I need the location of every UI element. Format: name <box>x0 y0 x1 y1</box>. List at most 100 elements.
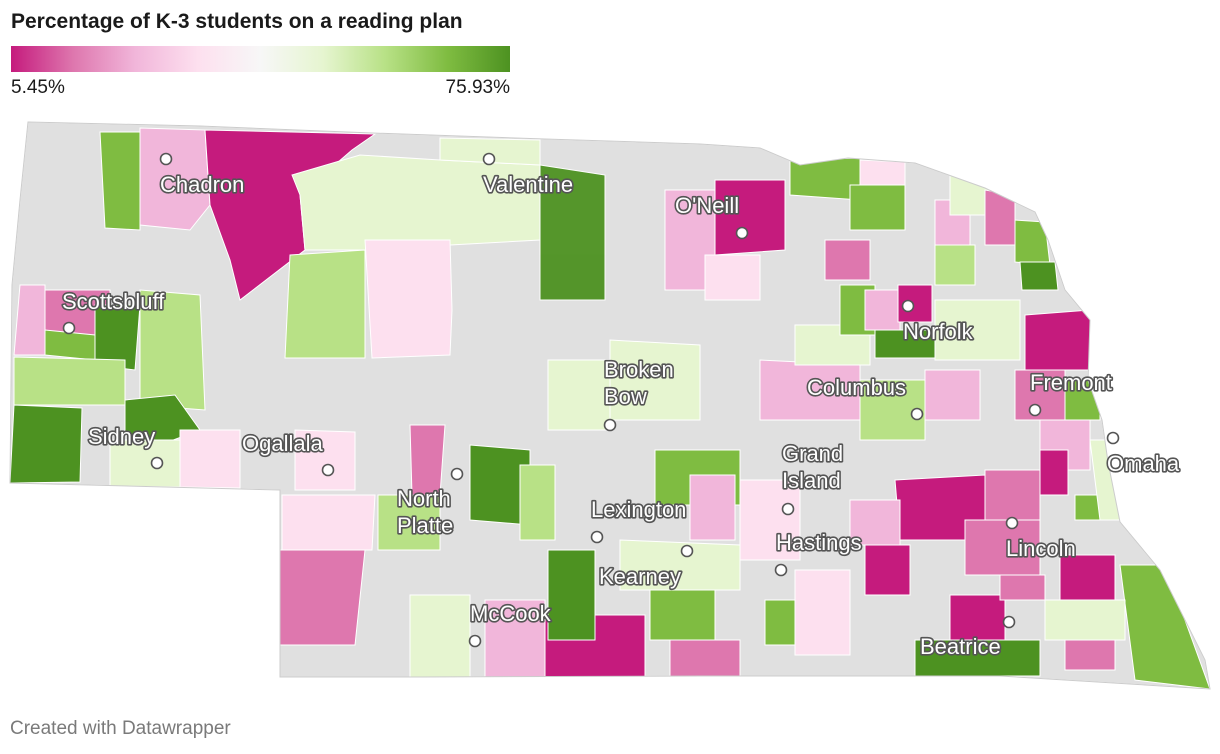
district-region[interactable] <box>44 329 96 361</box>
city-label: Hastings <box>776 530 862 555</box>
district-region[interactable] <box>1064 639 1116 671</box>
district-region[interactable] <box>284 249 366 359</box>
district-region[interactable] <box>849 184 906 231</box>
district-region[interactable] <box>139 127 211 231</box>
city-marker-sidney[interactable]: Sidney <box>86 422 164 470</box>
legend-color-scale <box>11 46 510 72</box>
city-label: McCook <box>470 601 552 626</box>
district-region[interactable] <box>764 599 796 646</box>
district-region[interactable] <box>914 639 1041 677</box>
city-label: Beatrice <box>920 634 1001 659</box>
district-region[interactable] <box>1044 599 1126 641</box>
city-label: Ogallala <box>242 431 323 456</box>
district-region[interactable] <box>934 299 1021 361</box>
city-dot <box>1028 403 1042 417</box>
city-marker-o-neill[interactable]: O'Neill <box>673 191 749 240</box>
city-marker-beatrice[interactable]: Beatrice <box>918 615 1016 661</box>
district-region[interactable] <box>1039 449 1069 496</box>
district-region[interactable] <box>714 179 786 256</box>
city-marker-mccook[interactable]: McCook <box>468 599 553 648</box>
district-region[interactable] <box>409 594 471 678</box>
city-label: Fremont <box>1030 370 1112 395</box>
city-dot <box>910 407 924 421</box>
district-region[interactable] <box>689 474 736 541</box>
district-region[interactable] <box>13 356 126 406</box>
district-region[interactable] <box>984 469 1041 521</box>
district-region[interactable] <box>1019 261 1059 291</box>
district-regions <box>10 127 1210 689</box>
district-region[interactable] <box>294 429 356 491</box>
city-label: Lexington <box>591 497 686 522</box>
city-marker-omaha[interactable]: Omaha <box>1105 431 1182 478</box>
city-marker-lexington[interactable]: Lexington <box>589 495 688 544</box>
district-region[interactable] <box>279 549 366 646</box>
district-region[interactable] <box>669 639 741 678</box>
city-marker-columbus[interactable]: Columbus <box>805 373 924 421</box>
district-region[interactable] <box>1119 564 1210 689</box>
district-region[interactable] <box>924 369 981 421</box>
district-region[interactable] <box>1014 219 1051 266</box>
district-region[interactable] <box>99 131 141 231</box>
city-marker-lincoln[interactable]: Lincoln <box>1004 516 1077 563</box>
district-region[interactable] <box>859 159 906 186</box>
city-dot <box>1106 431 1120 445</box>
district-region[interactable] <box>739 479 801 561</box>
district-region[interactable] <box>519 464 556 541</box>
city-marker-chadron[interactable]: Chadron <box>158 152 246 199</box>
city-label: Columbus <box>807 375 906 400</box>
district-region[interactable] <box>897 284 933 323</box>
district-region[interactable] <box>179 429 241 489</box>
city-label: Norfolk <box>903 319 974 344</box>
city-label: Bow <box>604 384 647 409</box>
map-title: Percentage of K-3 students on a reading … <box>11 10 463 33</box>
city-dot <box>1005 516 1019 530</box>
city-marker-norfolk[interactable]: Norfolk <box>901 299 975 346</box>
city-marker-fremont[interactable]: Fremont <box>1028 368 1114 417</box>
district-region[interactable] <box>291 154 541 251</box>
district-region[interactable] <box>984 189 1016 246</box>
city-label: O'Neill <box>675 193 739 218</box>
district-region[interactable] <box>649 589 716 641</box>
district-region[interactable] <box>704 254 761 301</box>
city-label: Broken <box>604 357 674 382</box>
district-region[interactable] <box>10 404 83 484</box>
district-region[interactable] <box>934 244 976 286</box>
district-region[interactable] <box>547 549 596 641</box>
district-region[interactable] <box>281 494 376 551</box>
city-markers: Chadron Valentine O'Neill Scottsbluff Norfol… <box>60 152 1182 661</box>
district-region[interactable] <box>609 339 701 421</box>
city-dot <box>901 299 915 313</box>
city-marker-valentine[interactable]: Valentine <box>481 152 575 199</box>
district-region[interactable] <box>539 164 606 301</box>
city-dot <box>159 152 173 166</box>
district-region[interactable] <box>999 574 1046 601</box>
city-marker-ogallala[interactable]: Ogallala <box>240 429 335 477</box>
legend-max-label: 75.93% <box>445 77 510 98</box>
city-dot <box>590 530 604 544</box>
district-region[interactable] <box>364 239 453 359</box>
district-region[interactable] <box>547 359 611 431</box>
city-dot <box>62 321 76 335</box>
city-label: Valentine <box>483 172 573 197</box>
city-marker-kearney[interactable]: Kearney <box>597 544 694 591</box>
district-region[interactable] <box>864 544 911 596</box>
city-dot <box>774 563 788 577</box>
city-dot <box>735 226 749 240</box>
district-region[interactable] <box>794 569 851 656</box>
district-region[interactable] <box>949 174 991 216</box>
city-label: Platte <box>397 513 453 538</box>
district-region[interactable] <box>824 239 871 281</box>
district-region[interactable] <box>859 379 926 441</box>
district-region[interactable] <box>139 289 206 411</box>
district-region[interactable] <box>864 289 901 331</box>
district-region[interactable] <box>13 284 46 356</box>
city-marker-hastings[interactable]: Hastings <box>774 528 863 577</box>
credit-link[interactable]: Created with Datawrapper <box>10 718 231 739</box>
district-region[interactable] <box>619 539 741 591</box>
district-region[interactable] <box>409 424 446 496</box>
district-region[interactable] <box>1024 309 1091 371</box>
city-marker-scottsbluff[interactable]: Scottsbluff <box>60 287 167 335</box>
